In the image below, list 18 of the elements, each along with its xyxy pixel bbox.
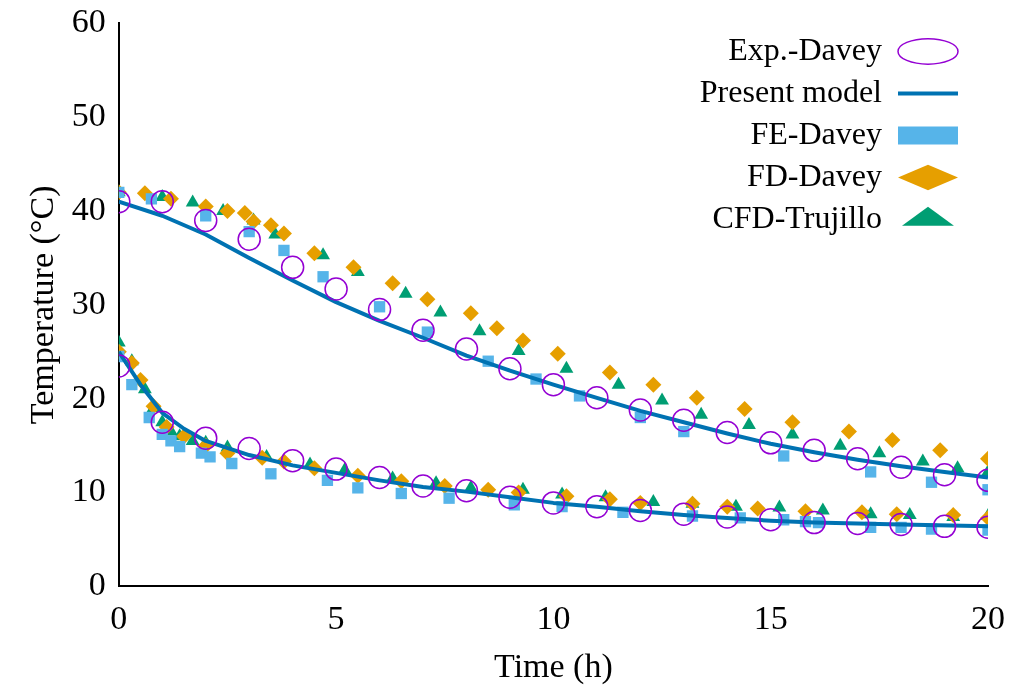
legend-label: Present model bbox=[699, 72, 883, 109]
x-tick-label: 15 bbox=[753, 598, 788, 636]
y-tick-label: 10 bbox=[71, 471, 106, 509]
y-axis-title: Temperature (°C) bbox=[23, 185, 62, 425]
x-tick-label: 20 bbox=[971, 598, 1005, 636]
y-tick-label: 40 bbox=[71, 189, 106, 227]
legend-label: FD-Davey bbox=[746, 156, 882, 193]
x-tick-label: 5 bbox=[327, 598, 345, 636]
y-tick-label: 30 bbox=[71, 283, 106, 321]
y-tick-label: 50 bbox=[71, 96, 106, 134]
legend-label: Exp.-Davey bbox=[728, 30, 882, 67]
y-tick-label: 0 bbox=[88, 565, 106, 603]
y-tick-label: 20 bbox=[71, 377, 106, 415]
x-tick-label: 10 bbox=[536, 598, 571, 636]
legend-label: FE-Davey bbox=[750, 114, 882, 151]
y-tick-label: 60 bbox=[71, 2, 106, 40]
legend-label: CFD-Trujillo bbox=[712, 198, 882, 235]
x-axis-title: Time (h) bbox=[494, 646, 613, 685]
